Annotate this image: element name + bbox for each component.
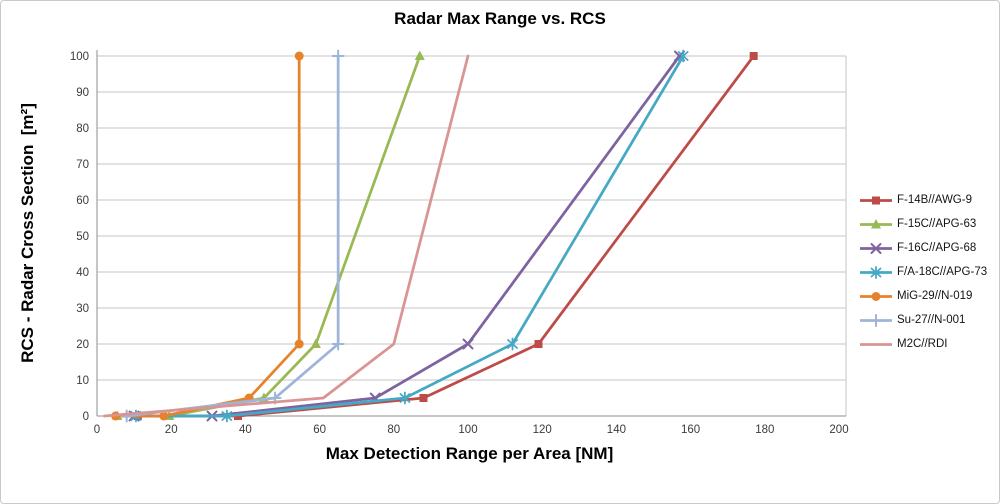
legend-label: F/A-18C//APG-73: [897, 266, 988, 278]
legend-item: F-14B//AWG-9: [859, 188, 987, 212]
chart-title: Radar Max Range vs. RCS: [394, 9, 606, 28]
y-tick-label: 30: [76, 303, 89, 315]
legend-label: M2C//RDI: [897, 338, 948, 350]
x-tick-label: 140: [607, 424, 626, 436]
y-tick-label: 100: [70, 51, 89, 63]
data-point-marker: [331, 337, 345, 351]
series-line: [103, 54, 470, 418]
y-tick-label: 90: [76, 87, 89, 99]
x-tick-label: 160: [681, 424, 700, 436]
y-tick-label: 60: [76, 195, 89, 207]
legend-label: F-15C//APG-63: [897, 218, 977, 230]
data-point-marker: [310, 338, 321, 348]
y-tick-label: 40: [76, 267, 89, 279]
legend-item: F-15C//APG-63: [859, 212, 987, 236]
asterisk-marker-icon: [870, 265, 882, 279]
data-point-marker: [120, 409, 134, 423]
data-point-marker: [414, 50, 425, 60]
legend-item: F-16C//APG-68: [859, 236, 987, 260]
triangle-up-marker-icon: [871, 218, 881, 228]
data-point-marker: [749, 52, 758, 60]
x-tick-label: 60: [313, 424, 326, 436]
legend-swatch-square-icon: [860, 196, 892, 204]
y-tick-label: 50: [76, 231, 89, 243]
y-tick-label: 10: [76, 375, 89, 387]
data-point-marker: [331, 49, 345, 63]
x-marker-icon: [870, 242, 882, 254]
x-tick-label: 20: [165, 424, 178, 436]
circle-marker-icon: [871, 291, 881, 301]
x-tick-label: 120: [533, 424, 552, 436]
data-point-marker: [419, 394, 428, 402]
x-tick-label: 100: [458, 424, 477, 436]
legend-label: F-14B//AWG-9: [897, 194, 972, 206]
y-tick-label: 80: [76, 123, 89, 135]
legend-label: Su-27//N-001: [897, 314, 966, 326]
legend-swatch-triangle-up-icon: [860, 218, 892, 228]
y-axis-title: RCS - Radar Cross Section [m²]: [18, 103, 37, 363]
y-tick-label: 20: [76, 339, 89, 351]
legend-item: MiG-29//N-019: [859, 284, 987, 308]
y-tick-label: 0: [83, 411, 89, 423]
x-axis-title: Max Detection Range per Area [NM]: [325, 444, 614, 463]
legend-item: F/A-18C//APG-73: [859, 260, 987, 284]
x-tick-label: 40: [239, 424, 252, 436]
x-tick-label: 180: [755, 424, 774, 436]
square-marker-icon: [872, 196, 880, 204]
legend-swatch-plus-icon: [860, 313, 892, 327]
legend-item: Su-27//N-001: [859, 308, 987, 332]
legend-swatch-circle-icon: [860, 291, 892, 301]
x-tick-label: 200: [829, 424, 848, 436]
x-tick-label: 80: [387, 424, 400, 436]
data-point-marker: [534, 340, 543, 348]
plus-marker-icon: [869, 313, 883, 327]
x-tick-label: 0: [94, 424, 100, 436]
y-tick-label: 70: [76, 159, 89, 171]
legend: F-14B//AWG-9 F-15C//APG-63 F-16C//APG-68 F/…: [859, 188, 987, 356]
data-point-marker: [677, 49, 689, 63]
data-point-marker: [221, 409, 233, 423]
legend-swatch-x-icon: [860, 242, 892, 254]
data-point-marker: [159, 411, 169, 421]
legend-label: MiG-29//N-019: [897, 290, 973, 302]
legend-swatch-none-icon: [860, 342, 892, 346]
data-point-marker: [507, 337, 518, 351]
data-point-marker: [294, 339, 304, 349]
data-point-marker: [462, 338, 474, 350]
data-point-marker: [399, 391, 411, 405]
legend-swatch-asterisk-icon: [860, 265, 892, 279]
legend-label: F-16C//APG-68: [897, 242, 977, 254]
legend-item: M2C//RDI: [859, 332, 987, 356]
data-point-marker: [294, 51, 304, 61]
